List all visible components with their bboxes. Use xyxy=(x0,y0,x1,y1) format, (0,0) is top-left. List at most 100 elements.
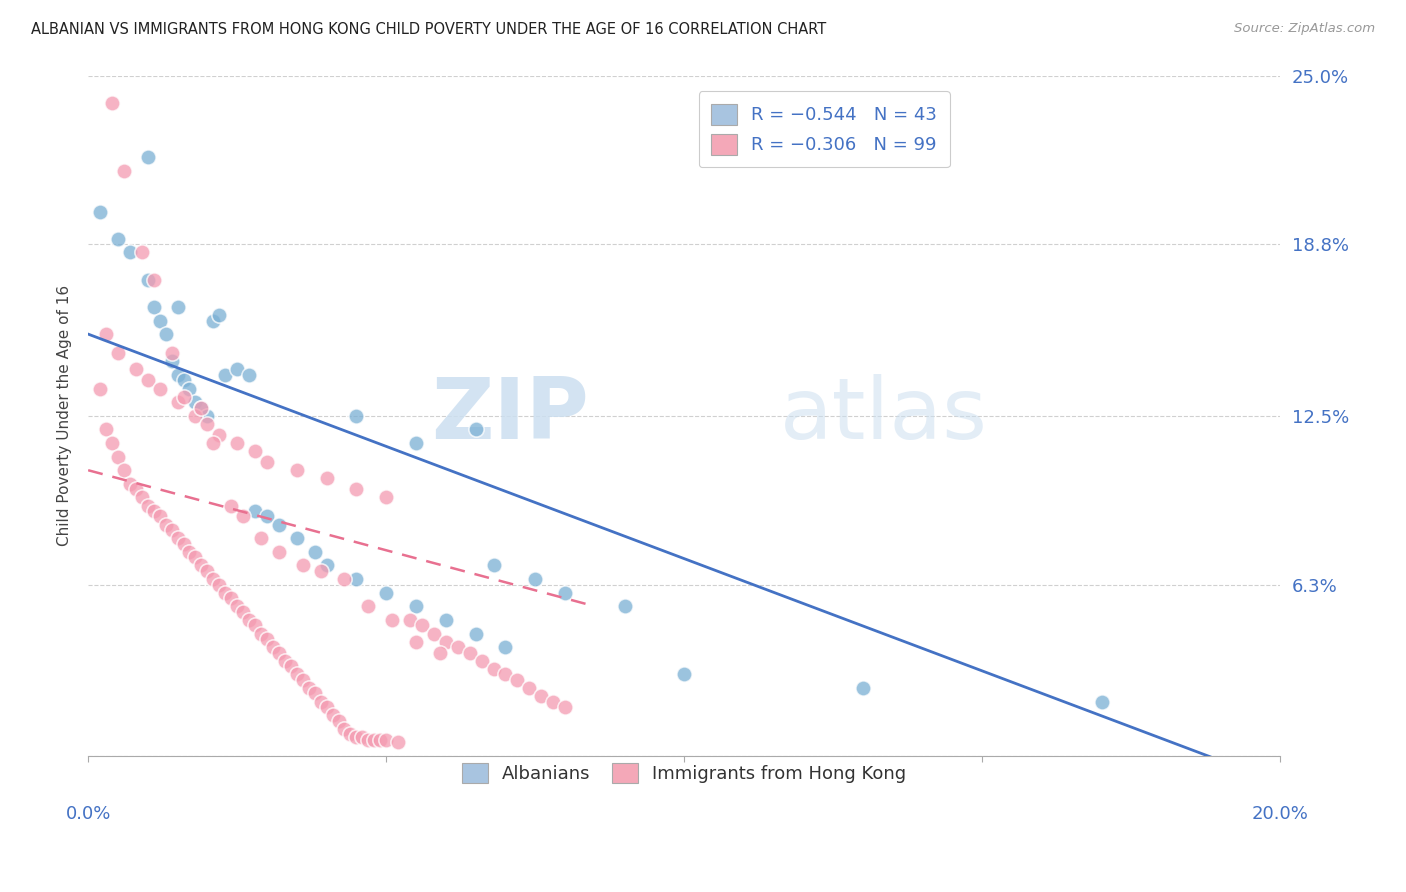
Point xyxy=(118,476,141,491)
Point xyxy=(613,599,636,614)
Point xyxy=(142,273,165,287)
Point xyxy=(155,517,177,532)
Point xyxy=(256,509,278,524)
Point xyxy=(166,395,188,409)
Point xyxy=(315,471,337,485)
Point xyxy=(125,362,148,376)
Point xyxy=(304,545,326,559)
Legend: Albanians, Immigrants from Hong Kong: Albanians, Immigrants from Hong Kong xyxy=(450,750,918,796)
Point xyxy=(322,708,344,723)
Point xyxy=(112,463,135,477)
Point xyxy=(149,382,172,396)
Point xyxy=(495,667,517,681)
Point xyxy=(346,730,368,744)
Point xyxy=(101,436,124,450)
Text: ALBANIAN VS IMMIGRANTS FROM HONG KONG CHILD POVERTY UNDER THE AGE OF 16 CORRELAT: ALBANIAN VS IMMIGRANTS FROM HONG KONG CH… xyxy=(31,22,827,37)
Text: ZIP: ZIP xyxy=(432,375,589,458)
Point xyxy=(136,273,159,287)
Point xyxy=(232,509,254,524)
Point xyxy=(381,613,404,627)
Point xyxy=(131,491,153,505)
Point xyxy=(482,558,505,573)
Point xyxy=(357,732,380,747)
Point xyxy=(202,436,225,450)
Point xyxy=(238,613,260,627)
Point xyxy=(256,455,278,469)
Point xyxy=(411,618,433,632)
Point xyxy=(285,531,308,545)
Point xyxy=(328,714,350,728)
Point xyxy=(346,483,368,497)
Point xyxy=(298,681,321,695)
Point xyxy=(118,245,141,260)
Point xyxy=(190,401,212,415)
Point xyxy=(357,599,380,614)
Point xyxy=(208,427,231,442)
Point xyxy=(524,572,547,586)
Point xyxy=(464,422,486,436)
Point xyxy=(434,634,457,648)
Point xyxy=(852,681,875,695)
Point xyxy=(280,659,302,673)
Point xyxy=(554,585,576,599)
Text: 0.0%: 0.0% xyxy=(66,805,111,823)
Point xyxy=(179,382,201,396)
Point xyxy=(149,313,172,327)
Point xyxy=(482,662,505,676)
Point xyxy=(673,667,696,681)
Point xyxy=(190,558,212,573)
Point xyxy=(214,368,236,382)
Point xyxy=(429,646,451,660)
Point xyxy=(112,163,135,178)
Point xyxy=(184,395,207,409)
Point xyxy=(352,730,374,744)
Point xyxy=(136,150,159,164)
Point xyxy=(136,373,159,387)
Point xyxy=(315,700,337,714)
Point xyxy=(131,245,153,260)
Point xyxy=(387,735,409,749)
Point xyxy=(155,327,177,342)
Point xyxy=(315,558,337,573)
Point xyxy=(267,517,290,532)
Point xyxy=(243,618,266,632)
Point xyxy=(142,504,165,518)
Point xyxy=(160,354,183,368)
Point xyxy=(173,373,195,387)
Point xyxy=(160,523,183,537)
Point xyxy=(179,545,201,559)
Point xyxy=(291,673,314,687)
Point xyxy=(464,626,486,640)
Point xyxy=(375,491,398,505)
Point xyxy=(267,646,290,660)
Point xyxy=(256,632,278,646)
Point xyxy=(243,444,266,458)
Point xyxy=(243,504,266,518)
Point xyxy=(142,300,165,314)
Point xyxy=(506,673,529,687)
Point xyxy=(346,409,368,423)
Point xyxy=(125,483,148,497)
Point xyxy=(267,545,290,559)
Point xyxy=(202,572,225,586)
Point xyxy=(184,409,207,423)
Point xyxy=(285,463,308,477)
Point xyxy=(285,667,308,681)
Point xyxy=(309,564,332,578)
Point xyxy=(517,681,540,695)
Point xyxy=(107,346,129,360)
Point xyxy=(250,626,273,640)
Point xyxy=(530,689,553,703)
Point xyxy=(173,390,195,404)
Point xyxy=(291,558,314,573)
Text: 20.0%: 20.0% xyxy=(1251,805,1309,823)
Point xyxy=(232,605,254,619)
Point xyxy=(190,401,212,415)
Point xyxy=(495,640,517,655)
Point xyxy=(368,732,391,747)
Point xyxy=(94,422,117,436)
Point xyxy=(405,599,427,614)
Point xyxy=(107,450,129,464)
Point xyxy=(195,564,218,578)
Point xyxy=(471,654,494,668)
